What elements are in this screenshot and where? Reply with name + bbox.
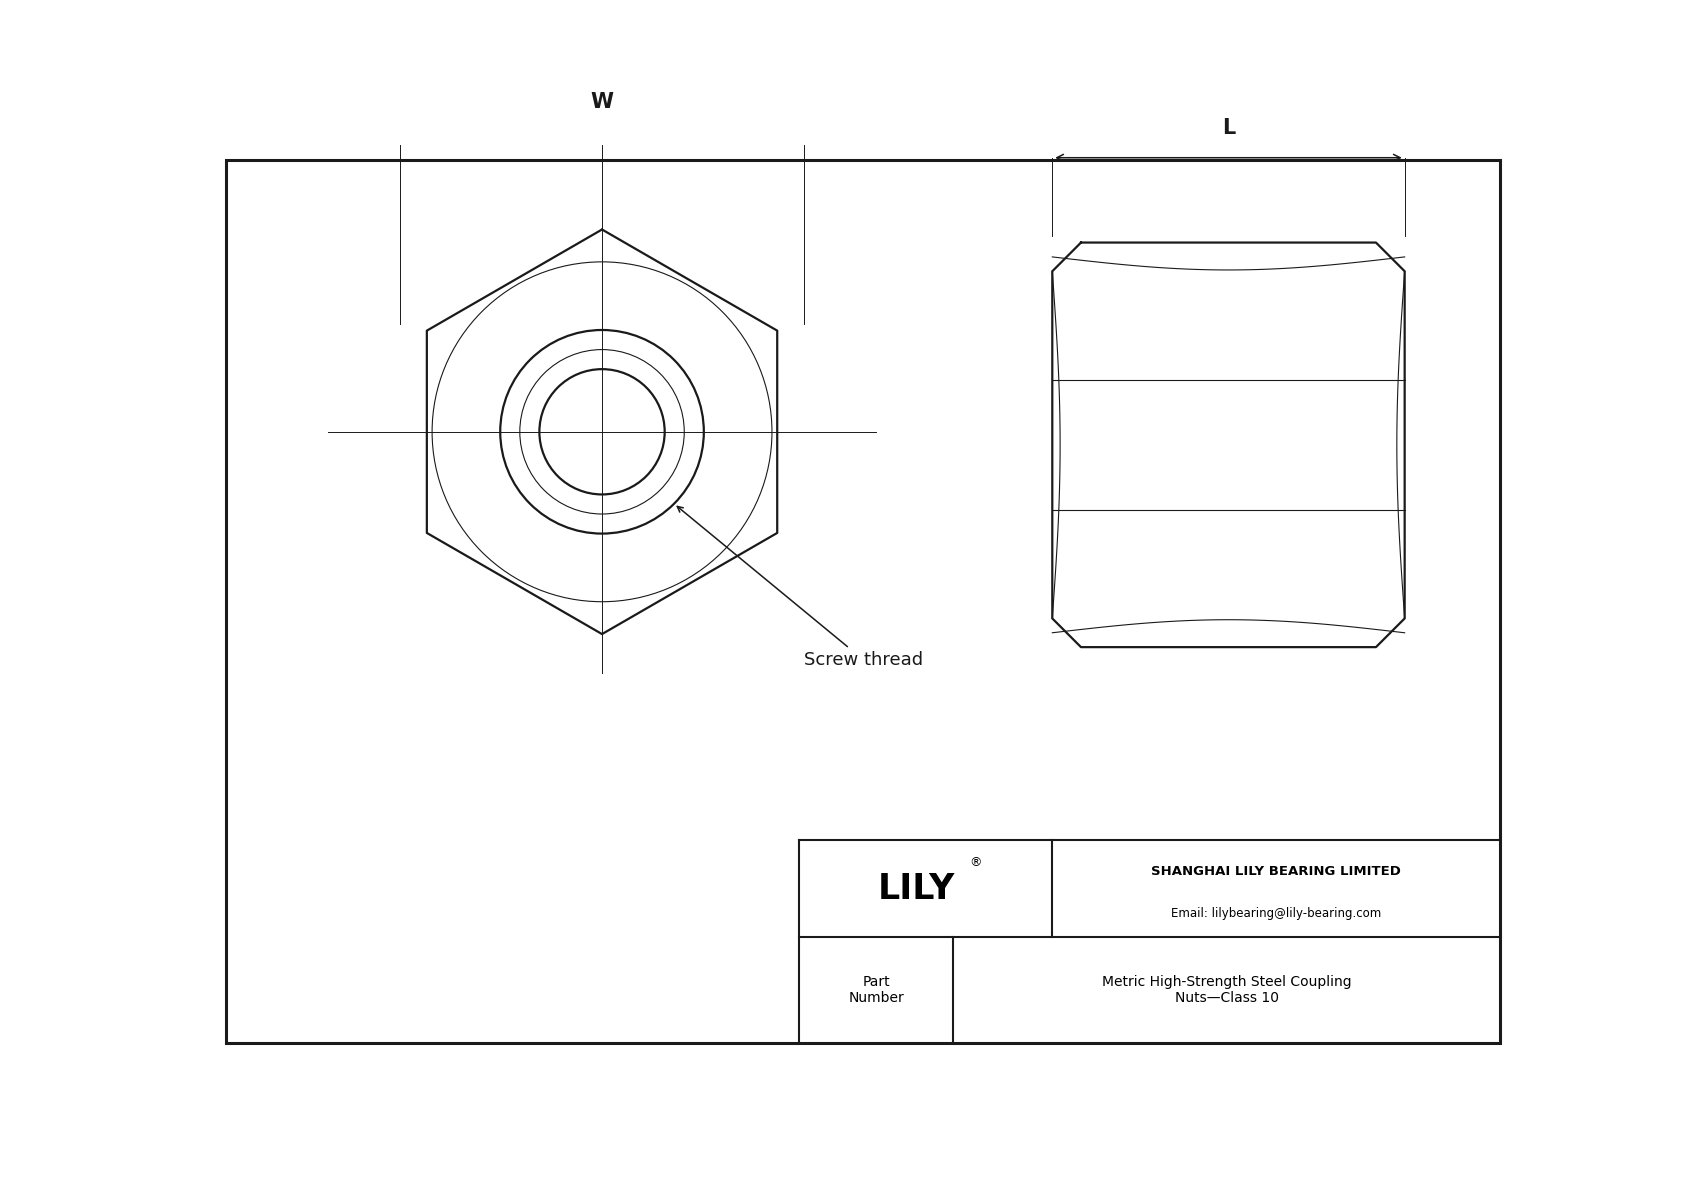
Text: W: W	[591, 92, 613, 112]
Text: Email: lilybearing@lily-bearing.com: Email: lilybearing@lily-bearing.com	[1170, 906, 1381, 919]
Text: SHANGHAI LILY BEARING LIMITED: SHANGHAI LILY BEARING LIMITED	[1150, 865, 1401, 878]
Text: L: L	[1223, 118, 1234, 138]
Text: ®: ®	[968, 856, 982, 869]
Text: Part
Number: Part Number	[849, 975, 904, 1005]
Text: Metric High-Strength Steel Coupling
Nuts—Class 10: Metric High-Strength Steel Coupling Nuts…	[1101, 975, 1352, 1005]
Text: Screw thread: Screw thread	[677, 506, 923, 669]
Text: LILY: LILY	[877, 872, 955, 906]
